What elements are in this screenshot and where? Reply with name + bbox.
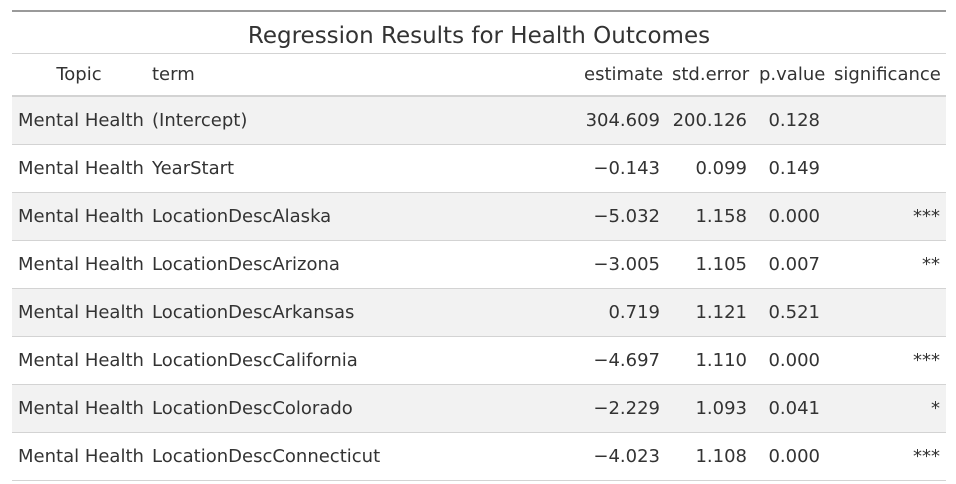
cell-topic: Mental Health [12, 432, 146, 481]
cell-p-value: 0.000 [753, 432, 828, 481]
cell-p-value: 0.149 [753, 144, 828, 193]
cell-estimate: −2.229 [578, 384, 666, 433]
cell-estimate: −4.023 [578, 432, 666, 481]
cell-p-value: 0.007 [753, 240, 828, 289]
cell-significance: *** [828, 336, 946, 385]
cell-topic: Mental Health [12, 144, 146, 193]
header-significance: significance [828, 54, 946, 97]
table-body: Mental Health (Intercept) 304.609 200.12… [12, 96, 946, 481]
table-row: Mental Health LocationDescCalifornia −4.… [12, 336, 946, 385]
cell-topic: Mental Health [12, 384, 146, 433]
cell-std-error: 1.105 [666, 240, 753, 289]
table-row: Mental Health LocationDescColorado −2.22… [12, 384, 946, 433]
cell-topic: Mental Health [12, 288, 146, 337]
cell-significance: *** [828, 192, 946, 241]
table-row: Mental Health (Intercept) 304.609 200.12… [12, 96, 946, 145]
regression-results-table: Regression Results for Health Outcomes T… [12, 10, 946, 481]
cell-estimate: 304.609 [578, 96, 666, 145]
header-topic: Topic [12, 54, 146, 97]
cell-topic: Mental Health [12, 96, 146, 145]
table-row: Mental Health LocationDescAlaska −5.032 … [12, 192, 946, 241]
cell-term: LocationDescColorado [146, 384, 578, 433]
cell-estimate: −5.032 [578, 192, 666, 241]
table-row: Mental Health LocationDescConnecticut −4… [12, 432, 946, 481]
cell-significance [828, 96, 946, 145]
cell-p-value: 0.521 [753, 288, 828, 337]
header-std-error: std.error [666, 54, 753, 97]
cell-topic: Mental Health [12, 240, 146, 289]
cell-std-error: 1.093 [666, 384, 753, 433]
cell-std-error: 1.158 [666, 192, 753, 241]
cell-std-error: 1.110 [666, 336, 753, 385]
cell-significance: * [828, 384, 946, 433]
cell-term: (Intercept) [146, 96, 578, 145]
cell-p-value: 0.041 [753, 384, 828, 433]
cell-significance: ** [828, 240, 946, 289]
table-row: Mental Health LocationDescArizona −3.005… [12, 240, 946, 289]
cell-term: LocationDescAlaska [146, 192, 578, 241]
cell-estimate: −0.143 [578, 144, 666, 193]
table-row: Mental Health LocationDescArkansas 0.719… [12, 288, 946, 337]
cell-p-value: 0.128 [753, 96, 828, 145]
cell-p-value: 0.000 [753, 192, 828, 241]
cell-significance [828, 144, 946, 193]
cell-estimate: −3.005 [578, 240, 666, 289]
cell-std-error: 200.126 [666, 96, 753, 145]
header-p-value: p.value [753, 54, 828, 97]
cell-estimate: 0.719 [578, 288, 666, 337]
cell-term: LocationDescArkansas [146, 288, 578, 337]
cell-term: LocationDescArizona [146, 240, 578, 289]
cell-significance: *** [828, 432, 946, 481]
cell-topic: Mental Health [12, 336, 146, 385]
cell-term: YearStart [146, 144, 578, 193]
cell-topic: Mental Health [12, 192, 146, 241]
table-header: Topic term estimate std.error p.value si… [12, 54, 946, 97]
header-row: Topic term estimate std.error p.value si… [12, 54, 946, 97]
cell-p-value: 0.000 [753, 336, 828, 385]
cell-std-error: 1.121 [666, 288, 753, 337]
table-row: Mental Health YearStart −0.143 0.099 0.1… [12, 144, 946, 193]
cell-std-error: 1.108 [666, 432, 753, 481]
cell-estimate: −4.697 [578, 336, 666, 385]
cell-term: LocationDescCalifornia [146, 336, 578, 385]
header-estimate: estimate [578, 54, 666, 97]
header-term: term [146, 54, 578, 97]
table-title: Regression Results for Health Outcomes [12, 10, 946, 54]
cell-significance [828, 288, 946, 337]
regression-table-container: Regression Results for Health Outcomes T… [12, 10, 946, 481]
cell-term: LocationDescConnecticut [146, 432, 578, 481]
cell-std-error: 0.099 [666, 144, 753, 193]
